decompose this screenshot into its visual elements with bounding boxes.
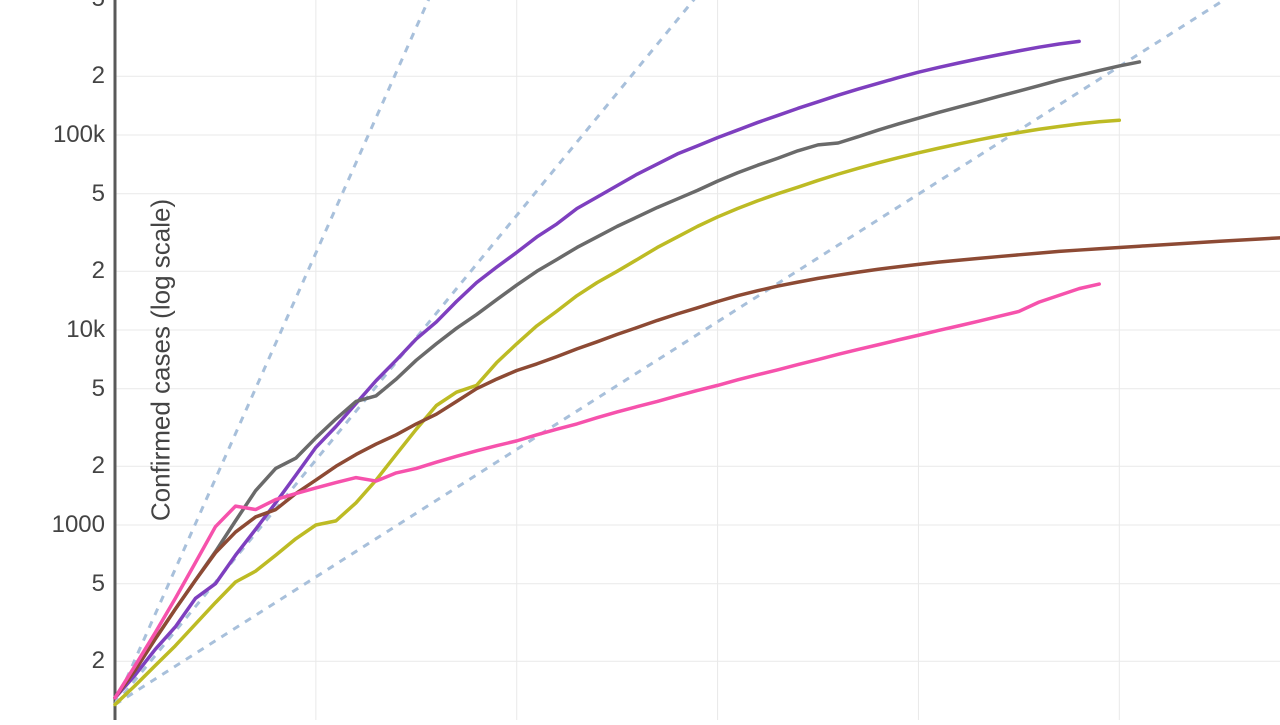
y-tick-label: 2 <box>92 62 105 90</box>
y-tick-label: 2 <box>92 257 105 285</box>
y-tick-label: 5 <box>92 0 105 13</box>
y-tick-label: 100k <box>53 121 105 149</box>
y-tick-label: 2 <box>92 647 105 675</box>
y-tick-label: 1000 <box>52 511 105 539</box>
y-tick-label: 2 <box>92 452 105 480</box>
y-axis-label: Confirmed cases (log scale) <box>146 199 177 521</box>
confirmed-cases-chart: Confirmed cases (log scale) 2 5 1000 2 5 10k 2… <box>0 0 1280 720</box>
y-tick-label: 5 <box>92 180 105 208</box>
chart-svg <box>0 0 1280 720</box>
y-tick-label: 10k <box>66 316 105 344</box>
y-tick-label: 5 <box>92 375 105 403</box>
y-tick-label: 5 <box>92 570 105 598</box>
